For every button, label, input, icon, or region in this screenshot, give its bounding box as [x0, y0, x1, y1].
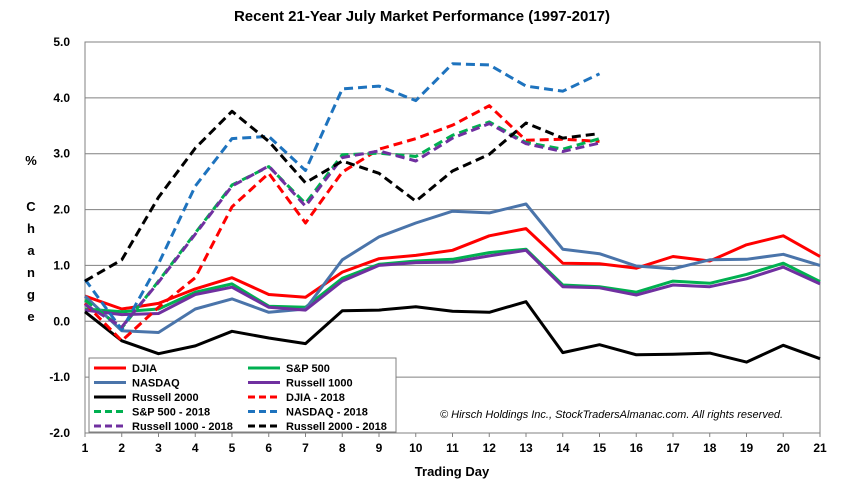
series-line [84, 227, 821, 311]
x-tick-label: 17 [666, 441, 680, 455]
x-tick-label: 3 [155, 441, 162, 455]
legend: DJIA S&P 500 NASDAQ Russell 1000 Russell 200… [88, 357, 397, 433]
x-tick-label: 16 [630, 441, 644, 455]
series-line [83, 104, 600, 343]
x-tick-label: 14 [556, 441, 570, 455]
x-tick-label: 5 [229, 441, 236, 455]
x-tick-label: 6 [265, 441, 272, 455]
chart-title: Recent 21-Year July Market Performance (… [234, 8, 610, 25]
x-axis-title: Trading Day [415, 464, 490, 479]
x-tick-label: 7 [302, 441, 309, 455]
series-line [84, 247, 821, 314]
legend-label: DJIA [132, 363, 157, 375]
legend-label: NASDAQ [132, 378, 180, 390]
y-tick-label: 5.0 [53, 35, 70, 49]
x-tick-label: 12 [483, 441, 497, 455]
y-tick-label: 4.0 [53, 91, 70, 105]
series-line [83, 202, 821, 334]
y-tick-label: 0.0 [53, 314, 70, 328]
series-line [84, 300, 821, 364]
legend-label: DJIA - 2018 [286, 392, 345, 404]
x-tick-label: 8 [339, 441, 346, 455]
x-tick-labels: 1 2 3 4 5 6 7 8 9 10 11 12 13 14 15 16 17 18 19 20 21 [82, 433, 827, 455]
y-tick-label: -1.0 [49, 370, 70, 384]
x-tick-label: 21 [813, 441, 827, 455]
x-tick-label: 2 [118, 441, 125, 455]
x-tick-label: 13 [519, 441, 533, 455]
y-tick-label: -2.0 [49, 426, 70, 440]
series-line [84, 248, 821, 317]
legend-box [88, 357, 397, 433]
x-tick-label: 20 [777, 441, 791, 455]
x-tick-label: 1 [82, 441, 89, 455]
legend-label: NASDAQ - 2018 [286, 407, 368, 419]
legend-label: S&P 500 - 2018 [132, 407, 210, 419]
legend-label: Russell 1000 [286, 378, 353, 390]
x-tick-label: 11 [446, 441, 459, 455]
series-line [84, 122, 600, 329]
x-tick-label: 10 [409, 441, 423, 455]
y-tick-label: 3.0 [53, 147, 70, 161]
x-tick-label: 15 [593, 441, 607, 455]
legend-label: S&P 500 [286, 363, 330, 375]
legend-label: Russell 1000 - 2018 [132, 421, 233, 433]
y-tick-labels: 5.0 4.0 3.0 2.0 1.0 0.0 -1.0 -2.0 [49, 35, 70, 440]
legend-label: Russell 2000 [132, 392, 199, 404]
x-tick-label: 9 [376, 441, 383, 455]
x-tick-label: 18 [703, 441, 717, 455]
series-line [84, 109, 600, 283]
series-lines [83, 62, 821, 364]
x-tick-label: 4 [192, 441, 199, 455]
y-tick-label: 2.0 [53, 203, 70, 217]
y-tick-label: 1.0 [53, 258, 70, 272]
x-tick-label: 19 [740, 441, 754, 455]
copyright-annotation: © Hirsch Holdings Inc., StockTradersAlma… [440, 409, 783, 421]
legend-label: Russell 2000 - 2018 [286, 421, 387, 433]
